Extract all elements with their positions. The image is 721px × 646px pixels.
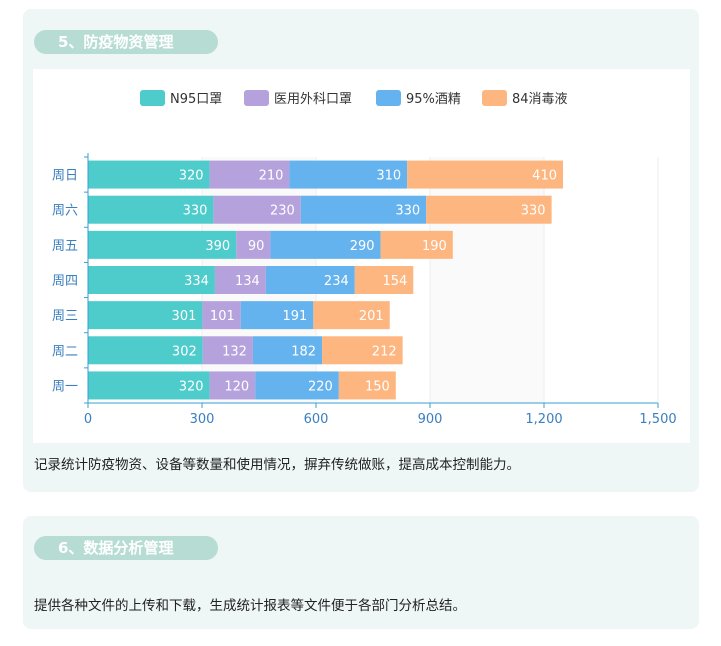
y-tick-label: 周五 bbox=[52, 239, 78, 254]
bar-value-label: 191 bbox=[283, 309, 308, 324]
x-tick-label: 1,500 bbox=[639, 412, 676, 427]
bar-segment bbox=[202, 336, 253, 365]
x-tick-label: 900 bbox=[418, 412, 443, 427]
bar-segment bbox=[88, 160, 210, 189]
legend-label: 84消毒液 bbox=[512, 92, 568, 107]
bar-value-label: 120 bbox=[224, 379, 249, 394]
bar-segment bbox=[252, 336, 323, 365]
section-title: 5、防疫物资管理 bbox=[34, 30, 218, 54]
bar-value-label: 154 bbox=[382, 274, 407, 289]
bar-value-label: 190 bbox=[422, 239, 447, 254]
x-tick-label: 300 bbox=[190, 412, 215, 427]
bar-segment bbox=[236, 230, 271, 259]
bar-segment bbox=[407, 160, 563, 189]
bar-value-label: 210 bbox=[259, 169, 284, 184]
x-tick-label: 1,200 bbox=[525, 412, 562, 427]
bar-value-label: 302 bbox=[172, 344, 197, 359]
y-tick-label: 周三 bbox=[52, 309, 78, 324]
bar-value-label: 90 bbox=[248, 239, 265, 254]
bar-segment bbox=[426, 195, 552, 224]
section-epidemic-supplies: 5、防疫物资管理 320 120 220 150 302 132 182 212 301 101 1… bbox=[23, 9, 699, 492]
legend-swatch bbox=[376, 90, 401, 106]
y-tick-label: 周四 bbox=[52, 274, 78, 289]
bar-segment bbox=[313, 301, 390, 330]
bar-segment bbox=[209, 371, 256, 400]
bar-segment bbox=[338, 371, 396, 400]
y-tick-label: 周一 bbox=[52, 379, 78, 394]
x-tick-label: 0 bbox=[84, 412, 92, 427]
bar-value-label: 150 bbox=[365, 379, 390, 394]
section-title: 6、数据分析管理 bbox=[34, 536, 218, 560]
bar-segment bbox=[202, 301, 241, 330]
bar-value-label: 301 bbox=[172, 309, 197, 324]
bar-segment bbox=[88, 336, 203, 365]
bar-segment bbox=[300, 195, 427, 224]
legend-label: 95%酒精 bbox=[406, 92, 461, 107]
legend-label: 医用外科口罩 bbox=[274, 92, 352, 107]
bar-value-label: 101 bbox=[210, 309, 235, 324]
bar-value-label: 310 bbox=[376, 169, 401, 184]
split-area bbox=[430, 157, 544, 403]
legend-swatch bbox=[244, 90, 269, 106]
bar-segment bbox=[289, 160, 408, 189]
bar-value-label: 330 bbox=[183, 204, 208, 219]
bar-segment bbox=[88, 371, 210, 400]
section-description: 提供各种文件的上传和下载，生成统计报表等文件便于各部门分析总结。 bbox=[34, 598, 466, 614]
bar-segment bbox=[270, 230, 381, 259]
bar-value-label: 134 bbox=[235, 274, 260, 289]
bar-value-label: 230 bbox=[270, 204, 295, 219]
bar-value-label: 182 bbox=[291, 344, 316, 359]
bar-segment bbox=[88, 301, 203, 330]
bar-segment bbox=[322, 336, 403, 365]
legend-swatch bbox=[140, 90, 165, 106]
bar-value-label: 212 bbox=[372, 344, 397, 359]
y-tick-label: 周日 bbox=[52, 169, 78, 184]
bar-segment bbox=[354, 266, 414, 294]
bar-segment bbox=[209, 160, 290, 189]
section-description: 记录统计防疫物资、设备等数量和使用情况，摒弃传统做账，提高成本控制能力。 bbox=[34, 457, 520, 473]
y-tick-label: 周六 bbox=[52, 204, 78, 219]
bar-segment bbox=[88, 230, 237, 259]
section-data-analysis: 6、数据分析管理 提供各种文件的上传和下载，生成统计报表等文件便于各部门分析总结… bbox=[23, 516, 699, 629]
x-tick-label: 600 bbox=[304, 412, 329, 427]
bar-value-label: 320 bbox=[179, 169, 204, 184]
bar-value-label: 334 bbox=[184, 274, 209, 289]
bar-value-label: 220 bbox=[308, 379, 333, 394]
bar-segment bbox=[265, 266, 355, 294]
bar-value-label: 330 bbox=[521, 204, 546, 219]
bar-value-label: 410 bbox=[532, 169, 557, 184]
bar-value-label: 330 bbox=[395, 204, 420, 219]
stacked-bar-chart: 320 120 220 150 302 132 182 212 301 101 191 201 334 1… bbox=[52, 90, 677, 427]
legend-label: N95口罩 bbox=[170, 92, 222, 107]
bar-segment bbox=[88, 195, 214, 224]
bar-segment bbox=[213, 195, 301, 224]
legend-swatch bbox=[482, 90, 507, 106]
chart-container: 320 120 220 150 302 132 182 212 301 101 191 201 334 1… bbox=[33, 69, 690, 443]
y-tick-label: 周二 bbox=[52, 344, 78, 359]
bar-segment bbox=[255, 371, 339, 400]
bar-segment bbox=[240, 301, 314, 330]
bar-value-label: 320 bbox=[179, 379, 204, 394]
bar-value-label: 234 bbox=[324, 274, 349, 289]
bar-segment bbox=[380, 230, 453, 259]
bar-segment bbox=[88, 266, 215, 294]
bar-value-label: 290 bbox=[350, 239, 375, 254]
bar-value-label: 132 bbox=[222, 344, 247, 359]
bar-segment bbox=[214, 266, 266, 294]
bar-value-label: 390 bbox=[205, 239, 230, 254]
bar-value-label: 201 bbox=[359, 309, 384, 324]
